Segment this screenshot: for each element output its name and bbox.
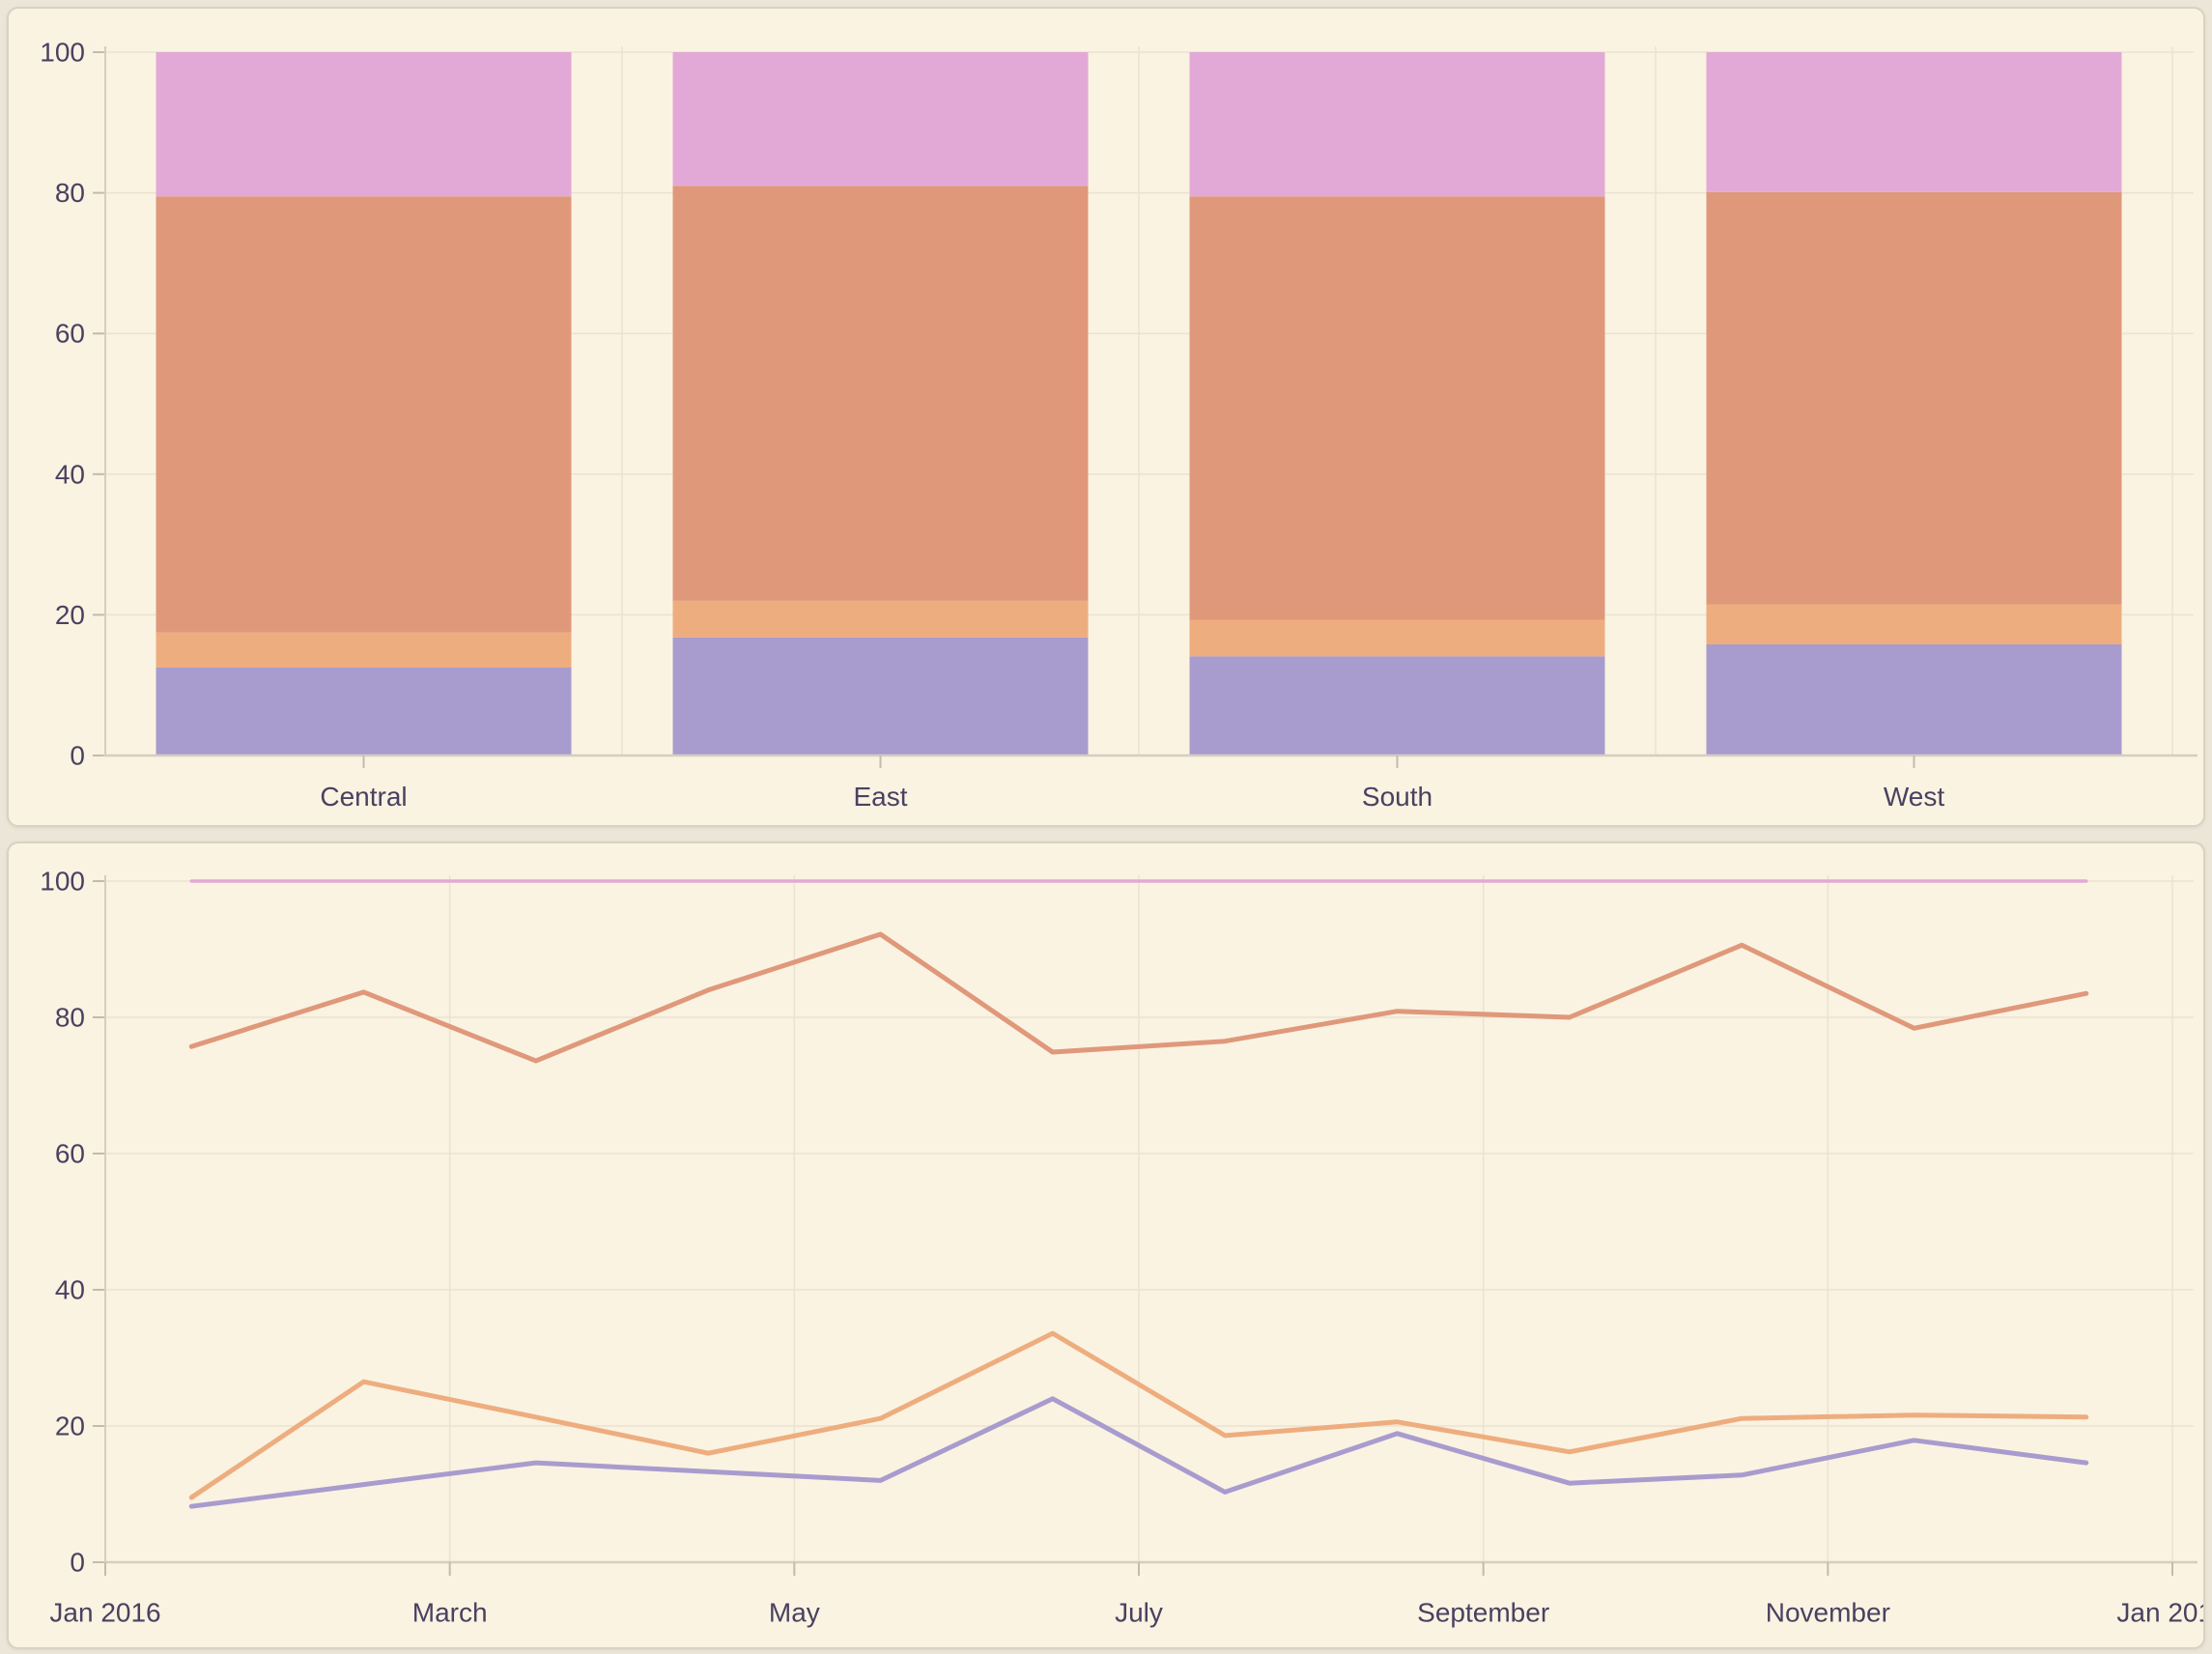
bar-segment-purple-south [1189,656,1605,756]
bar-segment-pink-south [1189,52,1605,197]
x-month-label: Jan 2016 [49,1598,160,1628]
bar-segment-salmon-east [672,185,1089,601]
bar-segment-purple-west [1706,643,2122,756]
y-tick-label: 80 [55,1003,85,1033]
stacked-bar-chart: 0 20 40 60 80 100 Central East South West [40,38,2198,812]
y-tick-label: 60 [55,319,85,349]
bars [156,52,2122,756]
x-month-label: November [1766,1598,1890,1628]
y-tick-label: 40 [55,1275,85,1305]
y-tick-label: 0 [70,1548,85,1578]
x-month-label: March [412,1598,488,1628]
y-tick-label: 100 [40,38,85,68]
y-tick-label: 80 [55,178,85,208]
bar-segment-pink-east [672,52,1089,186]
y-tick-label: 60 [55,1139,85,1169]
bar-segment-salmon-south [1189,196,1605,620]
y-tick-label: 20 [55,600,85,630]
x-category-label: Central [320,782,407,812]
x-month-label: September [1417,1598,1549,1628]
line-chart: 0 20 40 60 80 100 Jan 2016 March May July Septembe… [40,867,2203,1628]
category-gridlines [621,46,2173,756]
y-tick-label: 20 [55,1412,85,1441]
bar-segment-pink-central [156,52,572,197]
bar-segment-orange-west [1706,604,2122,644]
bar-segment-salmon-west [1706,191,2122,605]
x-category-label: South [1362,782,1432,812]
y-tick-label: 40 [55,459,85,489]
y-axis: 0 20 40 60 80 100 [40,867,2194,1578]
line-series-orange [188,1330,2089,1500]
line-chart-panel: 0 20 40 60 80 100 Jan 2016 March May July Septembe… [7,841,2205,1649]
line-series [188,879,2089,1509]
month-gridlines [448,875,2173,1562]
line-series-salmon [188,931,2089,1064]
bar-segment-purple-east [672,637,1089,756]
bar-segment-salmon-central [156,196,572,633]
x-month-label: July [1115,1598,1163,1628]
stacked-bar-chart-panel: 0 20 40 60 80 100 Central East South West [7,7,2205,827]
y-tick-label: 100 [40,867,85,897]
line-series-purple [188,1396,2089,1509]
x-axis: Central East South West [103,754,2198,812]
bar-segment-pink-west [1706,52,2122,192]
bar-segment-orange-east [672,600,1089,638]
x-category-label: East [853,782,907,812]
x-axis: Jan 2016 March May July September November Jan… [49,1560,2203,1628]
bar-segment-orange-central [156,632,572,668]
y-tick-label: 0 [70,741,85,771]
bar-segment-purple-central [156,668,572,756]
x-category-label: West [1884,782,1944,812]
x-month-label: Jan 2017 [2116,1598,2203,1628]
x-month-label: May [769,1598,820,1628]
bar-segment-orange-south [1189,619,1605,657]
